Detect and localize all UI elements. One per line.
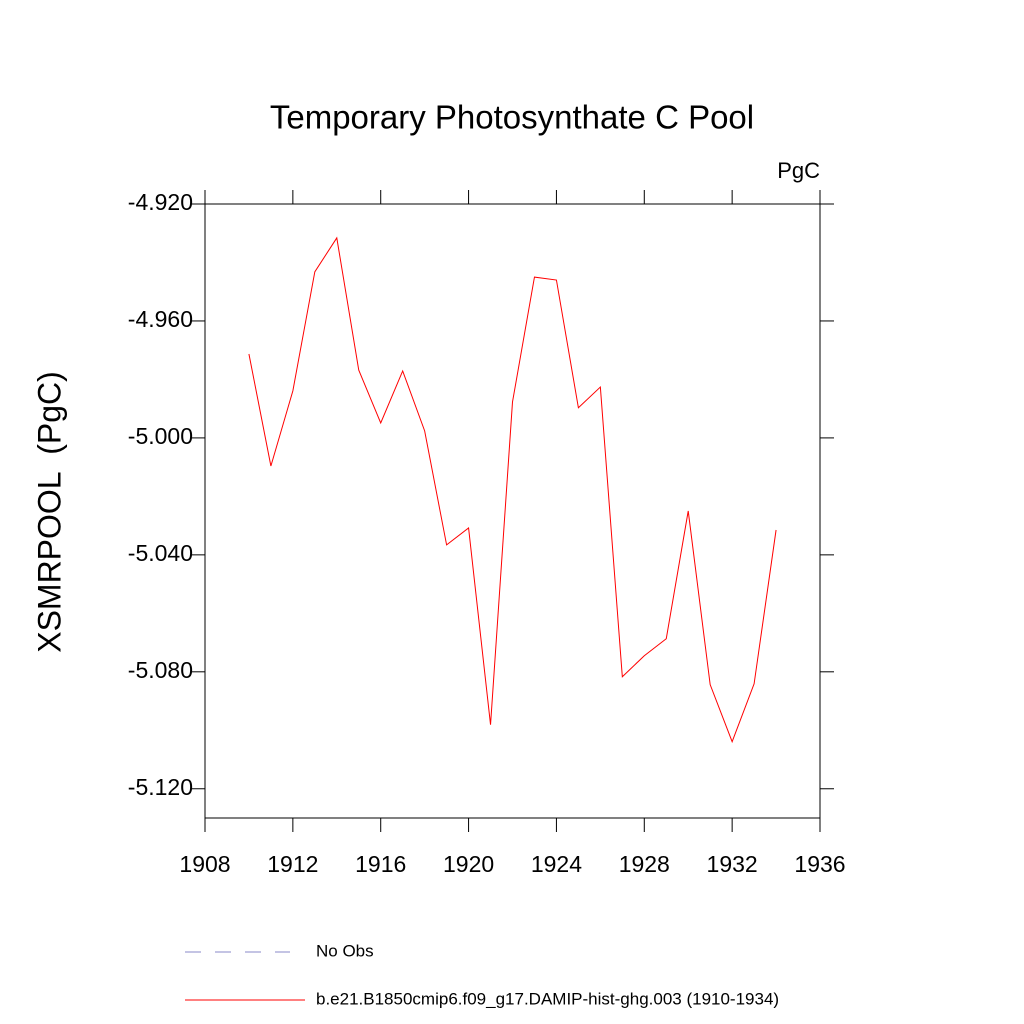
x-tick-label: 1928 [619,851,670,877]
x-tick-label: 1936 [794,851,845,877]
y-tick-label: -5.040 [128,540,193,566]
x-tick-label: 1920 [443,851,494,877]
x-tick-label: 1924 [531,851,582,877]
legend-label: No Obs [316,941,374,960]
plot-frame [204,203,821,819]
y-tick-label: -5.080 [128,657,193,683]
x-tick-label: 1908 [179,851,230,877]
y-tick-label: -4.920 [128,189,193,215]
legend-label: b.e21.B1850cmip6.f09_g17.DAMIP-hist-ghg.… [316,989,779,1008]
chart-title: Temporary Photosynthate C Pool [270,99,754,136]
x-tick-label: 1916 [355,851,406,877]
units-label: PgC [777,158,820,183]
y-tick-label: -5.000 [128,423,193,449]
y-tick-label: -4.960 [128,306,193,332]
x-tick-label: 1932 [707,851,758,877]
y-axis-label: XSMRPOOL (PgC) [31,371,67,653]
y-tick-label: -5.120 [128,774,193,800]
x-tick-label: 1912 [267,851,318,877]
data-line [248,236,777,744]
